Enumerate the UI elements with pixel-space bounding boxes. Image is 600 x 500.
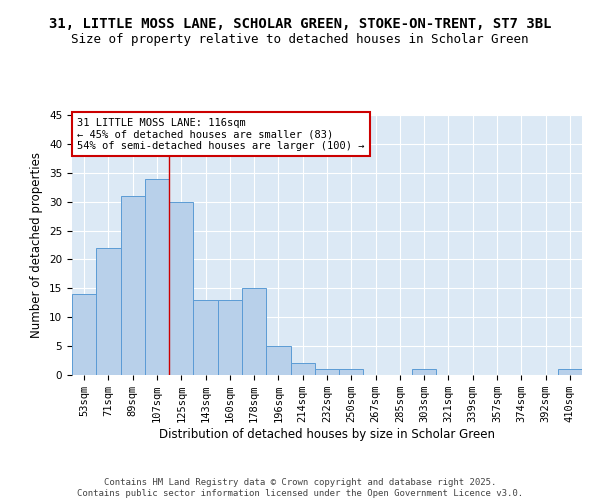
Bar xyxy=(558,369,582,375)
Bar xyxy=(412,369,436,375)
Text: Size of property relative to detached houses in Scholar Green: Size of property relative to detached ho… xyxy=(71,32,529,46)
Bar xyxy=(339,369,364,375)
Bar xyxy=(315,369,339,375)
Bar xyxy=(193,300,218,375)
Bar xyxy=(290,364,315,375)
Bar xyxy=(218,300,242,375)
Bar xyxy=(121,196,145,375)
Bar xyxy=(145,178,169,375)
Text: 31 LITTLE MOSS LANE: 116sqm
← 45% of detached houses are smaller (83)
54% of sem: 31 LITTLE MOSS LANE: 116sqm ← 45% of det… xyxy=(77,118,365,151)
Text: 31, LITTLE MOSS LANE, SCHOLAR GREEN, STOKE-ON-TRENT, ST7 3BL: 31, LITTLE MOSS LANE, SCHOLAR GREEN, STO… xyxy=(49,18,551,32)
Bar xyxy=(266,346,290,375)
X-axis label: Distribution of detached houses by size in Scholar Green: Distribution of detached houses by size … xyxy=(159,428,495,441)
Y-axis label: Number of detached properties: Number of detached properties xyxy=(31,152,43,338)
Text: Contains HM Land Registry data © Crown copyright and database right 2025.
Contai: Contains HM Land Registry data © Crown c… xyxy=(77,478,523,498)
Bar xyxy=(96,248,121,375)
Bar xyxy=(169,202,193,375)
Bar xyxy=(72,294,96,375)
Bar xyxy=(242,288,266,375)
